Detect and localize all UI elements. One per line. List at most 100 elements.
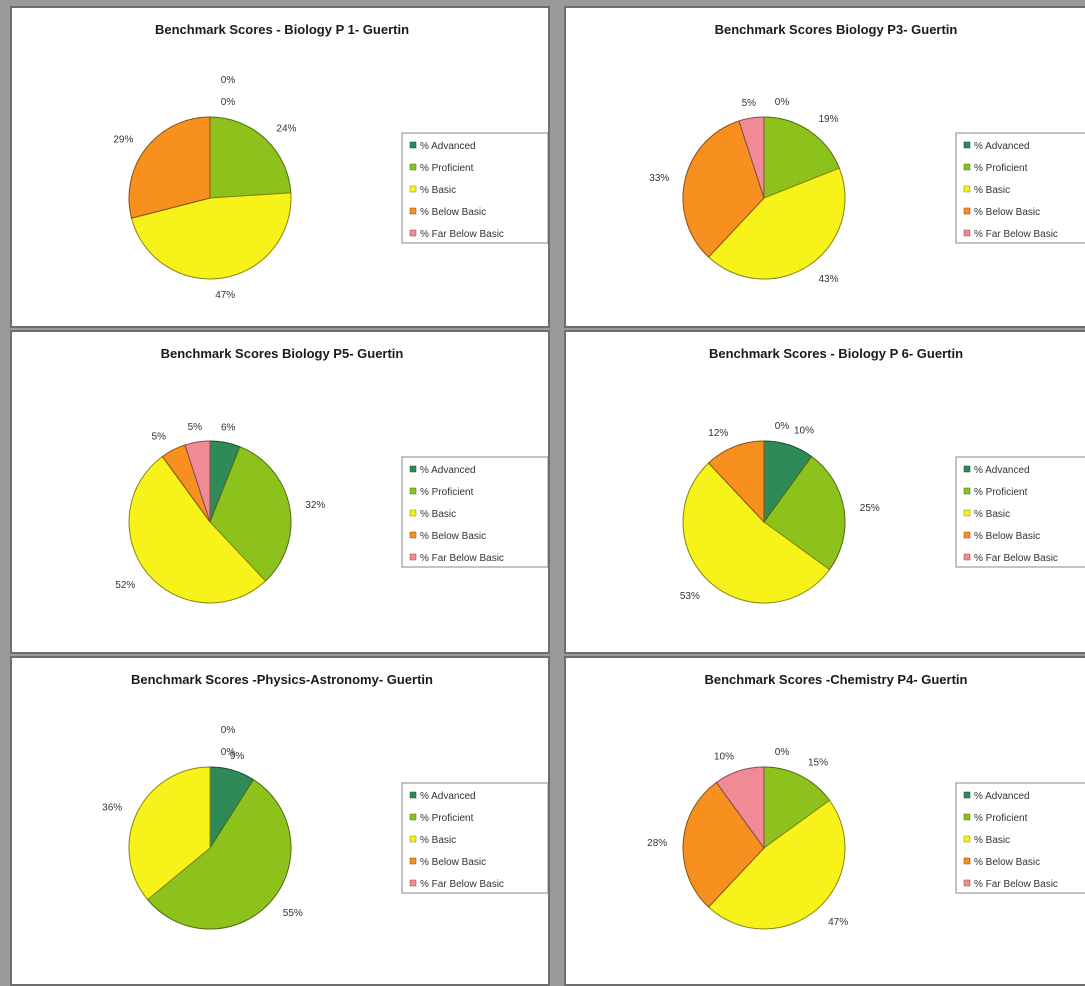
pie-chart: Benchmark Scores Biology P3- Guertin 19% 4…: [649, 22, 1085, 285]
legend-label-basic: % Basic: [420, 835, 456, 846]
legend-swatch-advanced: [409, 465, 417, 473]
data-label-advanced: 0%: [775, 97, 790, 108]
pie-slice-far-below-basic: [184, 440, 211, 523]
chart-panel-biology-p6: Benchmark Scores - Biology P 6- Guertin 1…: [564, 330, 1085, 654]
legend-swatch-below-basic: [963, 531, 971, 539]
pie-slice-proficient: [763, 116, 840, 199]
legend-swatch-below-basic: [409, 531, 417, 539]
chart-title: Benchmark Scores Biology P5- Guertin: [161, 346, 404, 361]
pie-slice-below-basic: [707, 440, 765, 524]
legend-label-far-below-basic: % Far Below Basic: [420, 553, 504, 564]
legend-box: [401, 132, 548, 244]
data-label-basic: 53%: [680, 591, 700, 602]
data-label-below-basic: 5%: [152, 432, 167, 443]
legend: % Advanced % Proficient % Basic % Below Bas…: [955, 132, 1085, 244]
pie-chart: Benchmark Scores - Biology P 1- Guertin 2…: [113, 22, 548, 301]
chart-panel-biology-p1: Benchmark Scores - Biology P 1- Guertin 2…: [10, 6, 550, 328]
pie-slice-proficient: [146, 778, 292, 930]
legend-label-advanced: % Advanced: [974, 791, 1030, 802]
legend-swatch-far-below-basic: [409, 879, 417, 887]
legend-swatch-below-basic: [963, 207, 971, 215]
legend: % Advanced % Proficient % Basic % Below Bas…: [955, 456, 1085, 568]
legend-label-basic: % Basic: [974, 185, 1010, 196]
data-label-basic: 52%: [115, 580, 135, 591]
legend-label-basic: % Basic: [420, 509, 456, 520]
legend-label-below-basic: % Below Basic: [974, 207, 1040, 218]
legend-swatch-basic: [963, 185, 971, 193]
data-label-far-below-basic: 0%: [221, 747, 236, 758]
pie-chart: Benchmark Scores -Physics-Astronomy- Gue…: [102, 672, 548, 930]
data-label-far-below-basic: 5%: [742, 98, 757, 109]
pie-chart: Benchmark Scores Biology P5- Guertin 6% 32…: [115, 346, 548, 604]
legend-label-basic: % Basic: [974, 509, 1010, 520]
data-label-proficient: 25%: [860, 503, 880, 514]
legend-swatch-basic: [409, 509, 417, 517]
legend-label-proficient: % Proficient: [974, 813, 1028, 824]
legend-label-below-basic: % Below Basic: [974, 531, 1040, 542]
legend-label-proficient: % Proficient: [974, 163, 1028, 174]
data-label-below-basic: 28%: [647, 838, 667, 849]
data-label-below-basic: 33%: [649, 173, 669, 184]
pie-slice-proficient: [763, 455, 846, 571]
legend-label-proficient: % Proficient: [420, 813, 474, 824]
legend-swatch-advanced: [409, 791, 417, 799]
legend-label-below-basic: % Below Basic: [974, 857, 1040, 868]
legend-label-far-below-basic: % Far Below Basic: [420, 229, 504, 240]
pie-slice-proficient: [209, 116, 292, 199]
chart-title: Benchmark Scores - Biology P 6- Guertin: [709, 346, 963, 361]
pie-slice-far-below-basic: [715, 766, 765, 850]
legend-swatch-advanced: [963, 465, 971, 473]
legend-swatch-basic: [963, 509, 971, 517]
legend: % Advanced % Proficient % Basic % Below Bas…: [401, 132, 548, 244]
legend-swatch-proficient: [409, 813, 417, 821]
pie-slice-proficient: [763, 766, 831, 849]
pie-chart: Benchmark Scores - Biology P 6- Guertin 1…: [680, 346, 1085, 604]
legend-swatch-below-basic: [409, 207, 417, 215]
legend-swatch-basic: [963, 835, 971, 843]
chart-title: Benchmark Scores - Biology P 1- Guertin: [155, 22, 409, 37]
legend-label-below-basic: % Below Basic: [420, 857, 486, 868]
data-label-advanced: 0%: [221, 75, 236, 86]
legend-label-far-below-basic: % Far Below Basic: [420, 879, 504, 890]
legend-swatch-proficient: [963, 487, 971, 495]
legend-label-below-basic: % Below Basic: [420, 531, 486, 542]
data-label-far-below-basic: 10%: [714, 752, 734, 763]
chart-panel-biology-p5: Benchmark Scores Biology P5- Guertin 6% 32…: [10, 330, 550, 654]
data-label-far-below-basic: 0%: [775, 421, 790, 432]
pie-slice-far-below-basic: [738, 116, 765, 199]
legend-box: [401, 782, 548, 894]
chart-panel-chemistry-p4: Benchmark Scores -Chemistry P4- Guertin 1…: [564, 656, 1085, 986]
data-label-advanced: 10%: [794, 426, 814, 437]
legend-label-far-below-basic: % Far Below Basic: [974, 553, 1058, 564]
legend-swatch-below-basic: [409, 857, 417, 865]
legend-label-proficient: % Proficient: [420, 487, 474, 498]
chart-panel-physics-astronomy: Benchmark Scores -Physics-Astronomy- Gue…: [10, 656, 550, 986]
data-label-below-basic: 0%: [221, 725, 236, 736]
legend-swatch-proficient: [963, 163, 971, 171]
pie-slice-basic: [128, 766, 211, 901]
legend-swatch-basic: [409, 185, 417, 193]
pie-chart: Benchmark Scores -Chemistry P4- Guertin 1…: [647, 672, 1085, 930]
legend-box: [401, 456, 548, 568]
legend-swatch-basic: [409, 835, 417, 843]
data-label-basic: 43%: [819, 274, 839, 285]
legend: % Advanced % Proficient % Basic % Below Bas…: [401, 782, 548, 894]
legend-swatch-far-below-basic: [409, 553, 417, 561]
pie-slice-basic: [128, 455, 267, 604]
legend-label-basic: % Basic: [420, 185, 456, 196]
legend-label-basic: % Basic: [974, 835, 1010, 846]
chart-title: Benchmark Scores -Chemistry P4- Guertin: [705, 672, 968, 687]
legend-label-far-below-basic: % Far Below Basic: [974, 879, 1058, 890]
legend-swatch-advanced: [963, 791, 971, 799]
legend-label-proficient: % Proficient: [420, 163, 474, 174]
legend-label-advanced: % Advanced: [420, 141, 476, 152]
legend-swatch-below-basic: [963, 857, 971, 865]
legend-label-advanced: % Advanced: [974, 465, 1030, 476]
legend-label-proficient: % Proficient: [974, 487, 1028, 498]
legend-label-far-below-basic: % Far Below Basic: [974, 229, 1058, 240]
data-label-basic: 47%: [215, 290, 235, 301]
data-label-below-basic: 29%: [113, 135, 133, 146]
legend-swatch-proficient: [963, 813, 971, 821]
legend-swatch-far-below-basic: [963, 229, 971, 237]
legend-label-below-basic: % Below Basic: [420, 207, 486, 218]
